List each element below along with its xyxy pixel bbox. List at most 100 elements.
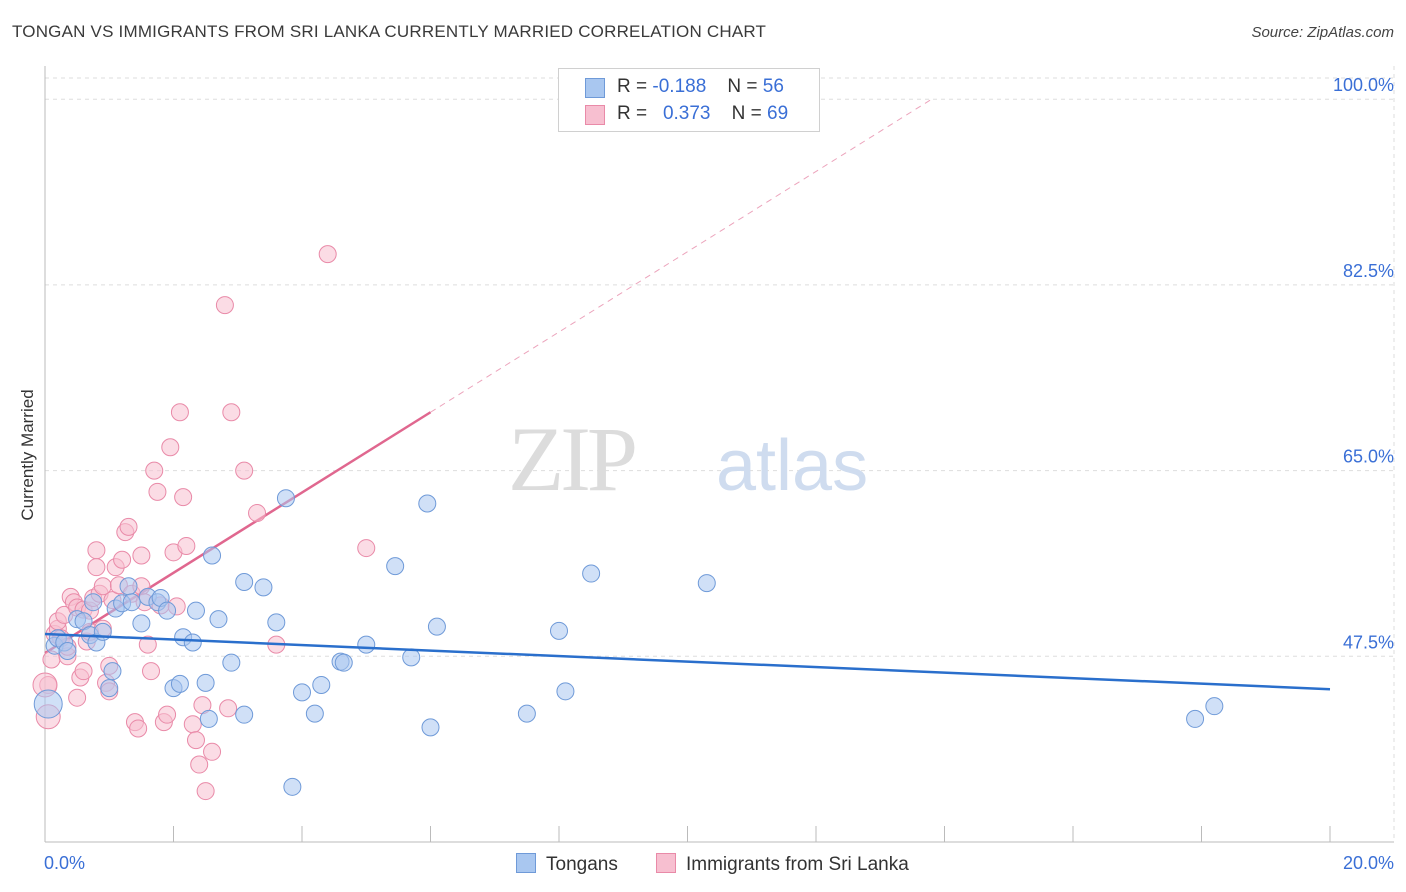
x-tick-label-min: 0.0%: [44, 853, 85, 873]
point-srilanka: [129, 719, 148, 738]
point-tongans: [84, 593, 103, 612]
point-srilanka: [177, 536, 196, 555]
point-tongans: [582, 564, 601, 583]
point-srilanka: [318, 245, 337, 264]
point-tongans: [170, 674, 189, 693]
legend-swatch-srilanka: [585, 105, 605, 125]
trend-tongans: [44, 632, 1331, 691]
y-tick-label: 65.0%: [1343, 447, 1394, 467]
point-tongans: [421, 718, 440, 737]
point-srilanka: [87, 558, 106, 577]
point-tongans: [312, 675, 331, 694]
point-srilanka: [148, 482, 167, 501]
point-tongans: [122, 593, 141, 612]
point-tongans: [222, 653, 241, 672]
source-label: Source: ZipAtlas.com: [1251, 24, 1394, 41]
point-srilanka: [74, 662, 93, 681]
point-tongans: [556, 682, 575, 701]
point-srilanka: [113, 550, 132, 569]
x-tick-label-max: 20.0%: [1343, 853, 1394, 873]
point-srilanka: [222, 403, 241, 422]
point-tongans: [1205, 697, 1224, 716]
bottom-legend-swatch-tongans: [516, 853, 536, 873]
point-tongans: [427, 617, 446, 636]
point-tongans: [357, 635, 376, 654]
legend-n-label: N =: [727, 76, 758, 97]
chart-title: TONGAN VS IMMIGRANTS FROM SRI LANKA CURR…: [12, 22, 767, 41]
trendline-srilanka-extension: [430, 98, 932, 413]
point-srilanka: [190, 755, 209, 774]
legend-n-value: 56: [762, 76, 784, 97]
bottom-legend-label-srilanka: Immigrants from Sri Lanka: [686, 854, 909, 875]
point-srilanka: [145, 461, 164, 480]
point-tongans: [283, 777, 302, 796]
point-srilanka: [170, 403, 189, 422]
series-tongans: [33, 489, 1224, 796]
point-tongans: [235, 705, 254, 724]
point-tongans: [267, 613, 286, 632]
point-srilanka: [119, 517, 138, 536]
point-srilanka: [235, 461, 254, 480]
legend: R = -0.188 N = 56 R = 0.373 N = 69: [558, 68, 820, 132]
point-tongans: [550, 621, 568, 640]
point-tongans: [132, 614, 151, 633]
point-tongans: [199, 709, 218, 728]
watermark: ZIP atlas: [508, 408, 868, 510]
point-srilanka: [357, 539, 376, 558]
point-tongans: [103, 662, 122, 681]
legend-r-label: R =: [617, 76, 648, 97]
point-tongans: [119, 577, 138, 596]
legend-n-value: 69: [767, 103, 789, 124]
legend-r-value: -0.188: [652, 76, 707, 97]
point-tongans: [386, 557, 405, 576]
point-tongans: [33, 689, 63, 719]
point-srilanka: [183, 715, 202, 734]
legend-swatch-tongans: [585, 78, 605, 98]
point-tongans: [196, 673, 215, 692]
point-tongans: [276, 489, 295, 508]
point-tongans: [305, 704, 324, 723]
watermark-zip: ZIP: [508, 408, 635, 510]
point-srilanka: [161, 438, 180, 457]
point-tongans: [697, 574, 716, 593]
point-tongans: [418, 494, 437, 513]
y-tick-label: 82.5%: [1343, 261, 1394, 281]
point-srilanka: [186, 731, 205, 750]
y-tick-label: 100.0%: [1333, 75, 1394, 95]
point-srilanka: [203, 742, 222, 761]
point-tongans: [100, 679, 119, 698]
bottom-legend-srilanka: Immigrants from Sri Lanka: [656, 853, 909, 876]
point-tongans: [334, 653, 353, 672]
point-tongans: [402, 648, 421, 667]
point-srilanka: [68, 688, 87, 707]
point-tongans: [58, 642, 77, 660]
point-srilanka: [196, 782, 215, 801]
point-tongans: [293, 683, 311, 702]
point-tongans: [235, 573, 254, 592]
point-tongans: [517, 704, 536, 723]
bottom-legend-tongans: Tongans: [516, 853, 618, 876]
point-srilanka: [142, 662, 161, 681]
point-srilanka: [132, 546, 151, 565]
watermark-atlas: atlas: [716, 426, 868, 506]
point-srilanka: [174, 488, 193, 507]
point-tongans: [203, 546, 222, 565]
point-tongans: [209, 610, 228, 629]
legend-r-label: R =: [617, 103, 648, 124]
point-tongans: [158, 601, 177, 620]
point-srilanka: [138, 635, 157, 654]
point-tongans: [186, 601, 205, 620]
point-tongans: [183, 633, 202, 652]
point-srilanka: [87, 541, 106, 560]
trendline-tongans: [44, 632, 1331, 691]
point-srilanka: [248, 504, 267, 523]
point-srilanka: [158, 705, 177, 724]
legend-n-label: N =: [731, 103, 762, 124]
legend-r-value: 0.373: [662, 103, 711, 124]
bottom-legend-label-tongans: Tongans: [546, 854, 618, 875]
trendline-srilanka: [44, 411, 432, 655]
y-tick-label: 47.5%: [1343, 632, 1394, 652]
trend-srilanka: [44, 98, 932, 655]
point-srilanka: [219, 699, 238, 718]
